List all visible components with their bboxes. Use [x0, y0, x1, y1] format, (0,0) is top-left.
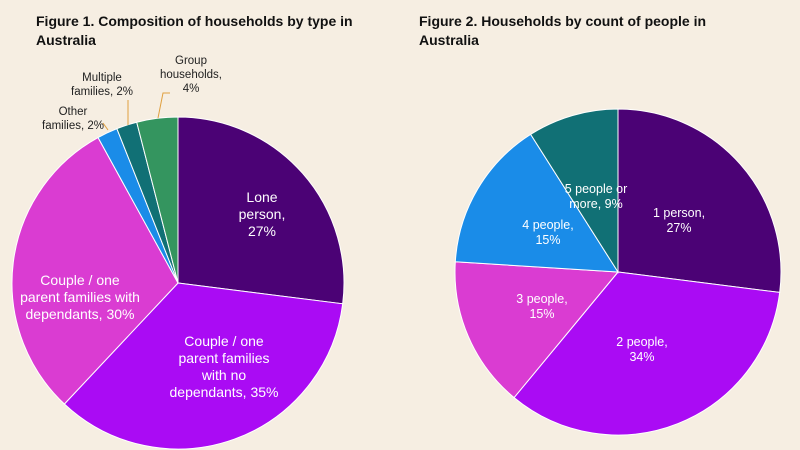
pie-2-label-2: 2 people, 34%	[616, 335, 667, 364]
pie-1-label-2: Couple / one parent families with no depend…	[170, 333, 279, 400]
pie-2-slice-5	[529, 108, 619, 274]
pie-2-label-4: 4 people, 15%	[522, 218, 573, 247]
figure-2-title: Figure 2. Households by count of people …	[419, 13, 707, 48]
pie-2-slice-4	[454, 133, 619, 273]
pie-1-label-5: Multiple families, 2%	[71, 72, 133, 98]
pie-1-leader-4	[102, 122, 109, 131]
pie-1-slice-6	[136, 116, 179, 284]
pie-chart-1: Lone person, 27% Couple / one parent familie…	[11, 55, 345, 450]
pie-2-label-3: 3 people, 15%	[516, 292, 567, 321]
pie-1-label-6: Group households, 4%	[160, 55, 222, 95]
pie-1-label-4: Other families, 2%	[42, 106, 104, 132]
pie-2-label-1: 1 person, 27%	[653, 206, 705, 235]
pie-1-slice-3	[11, 136, 179, 405]
pie-1-label-3: Couple / one parent families with dependan…	[20, 272, 140, 322]
pie-2-slice-2	[513, 271, 781, 436]
pie-2-slice-1	[617, 108, 782, 293]
pie-2-label-5: 5 people or more, 9%	[565, 182, 628, 211]
pie-chart-2: 1 person, 27% 2 people, 34% 3 people, 15% 4 pe…	[454, 108, 782, 436]
pie-1-slice-2	[63, 282, 344, 450]
pie-1-leader-6	[157, 92, 170, 119]
pie-1-slice-1	[177, 116, 345, 305]
figure-1-title: Figure 1. Composition of households by t…	[36, 13, 353, 48]
pie-2-slice-3	[454, 261, 620, 399]
pie-1-label-1: Lone person, 27%	[239, 189, 286, 239]
